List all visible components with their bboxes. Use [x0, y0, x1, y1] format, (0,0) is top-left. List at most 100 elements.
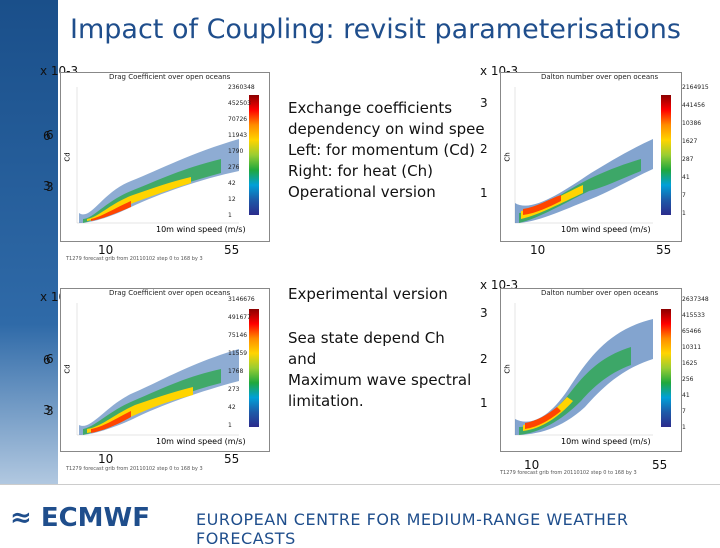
cbar-tick: 1627	[682, 138, 698, 145]
slide-sidebar-gradient	[0, 0, 58, 540]
ytick-3: 3	[480, 306, 488, 320]
cbar-tick: 1790	[228, 148, 244, 155]
ytick-6: 6	[43, 129, 51, 143]
cbar-tick: 1	[682, 210, 686, 217]
ytick-3-outer: 3	[46, 404, 54, 418]
ytick-1: 1	[480, 186, 488, 200]
cbar-tick: 12	[228, 196, 236, 203]
y-axis-label: Ch	[503, 152, 512, 162]
xtick-10: 10	[98, 243, 114, 257]
cbar-tick: 75146	[228, 332, 248, 339]
cbar-tick: 287	[682, 156, 694, 163]
cbar-tick: 1	[682, 424, 686, 431]
scatter-panel: Drag Coefficient over open oceans 6 3 10…	[43, 288, 270, 452]
cbar-tick: 1	[228, 212, 232, 219]
colorbar	[661, 95, 671, 215]
plot-title: Dalton number over open oceans	[541, 289, 659, 297]
cbar-tick: 11559	[228, 350, 248, 357]
ytick-3: 3	[480, 96, 488, 110]
wave-icon: ≈	[10, 503, 41, 533]
ytick-1: 1	[480, 396, 488, 410]
plot-caption: T1279 forecast grib from 20110102 step 0…	[500, 470, 637, 476]
cbar-tick: 1	[228, 422, 232, 429]
xtick-10: 10	[98, 452, 114, 466]
cbar-tick: 2637348	[682, 296, 709, 303]
x-axis-label: 10m wind speed (m/s)	[561, 225, 651, 234]
ecmwf-logo: ≈ ECMWF	[10, 503, 150, 533]
ytick-2: 2	[480, 142, 488, 156]
cbar-tick: 41	[682, 392, 690, 399]
cbar-tick: 441456	[682, 102, 705, 109]
y-axis-label: Cd	[63, 152, 72, 162]
y-axis-label: Cd	[63, 364, 72, 374]
cbar-tick: 10311	[682, 344, 702, 351]
colorbar	[661, 309, 671, 427]
cbar-tick: 2360348	[228, 84, 255, 91]
plot-title: Dalton number over open oceans	[541, 73, 659, 81]
exchange-text-block: Exchange coefficients dependency on wind…	[288, 98, 485, 203]
ytick-6-outer: 6	[46, 128, 54, 142]
scatter-panel: Drag Coefficient over open oceans 6 3 10…	[43, 72, 270, 242]
cbar-tick: 1625	[682, 360, 698, 367]
cbar-tick: 11943	[228, 132, 248, 139]
density-scatter	[514, 87, 653, 224]
text-line: Right: for heat (Ch)	[288, 162, 433, 180]
text-line: Left: for momentum (Cd)	[288, 141, 476, 159]
ytick-2: 2	[480, 352, 488, 366]
cbar-tick: 273	[228, 386, 240, 393]
cbar-tick: 42	[228, 404, 236, 411]
xtick-10: 10	[530, 243, 546, 257]
xtick-10: 10	[524, 458, 540, 472]
density-scatter	[76, 87, 239, 224]
cbar-tick: 42	[228, 180, 236, 187]
cbar-tick: 70726	[228, 116, 248, 123]
plot-caption: T1279 forecast grib from 20110102 step 0…	[66, 256, 203, 262]
cbar-tick: 7	[682, 192, 686, 199]
ytick-3: 3	[43, 403, 51, 417]
scatter-panel: Dalton number over open oceans 10m wind …	[500, 72, 682, 242]
cbar-tick: 491677	[228, 314, 251, 321]
cbar-tick: 7	[682, 408, 686, 415]
x-axis-label: 10m wind speed (m/s)	[561, 437, 651, 446]
cbar-tick: 10386	[682, 120, 702, 127]
plot-caption: T1279 forecast grib from 20110102 step 0…	[66, 466, 203, 472]
colorbar	[249, 309, 259, 427]
plot-title: Drag Coefficient over open oceans	[109, 73, 231, 81]
plot-title: Drag Coefficient over open oceans	[109, 289, 231, 297]
xtick-55: 55	[652, 458, 668, 472]
text-line: limitation.	[288, 392, 364, 410]
cbar-tick: 276	[228, 164, 240, 171]
x-axis-label: 10m wind speed (m/s)	[156, 225, 246, 234]
cbar-tick: 256	[682, 376, 694, 383]
experimental-label: Experimental version	[288, 285, 448, 303]
x-axis-label: 10m wind speed (m/s)	[156, 437, 246, 446]
footer-text: EUROPEAN CENTRE FOR MEDIUM-RANGE WEATHER…	[196, 510, 629, 548]
xtick-55: 55	[224, 452, 240, 466]
text-line: Exchange coefficients	[288, 99, 453, 117]
footer-bar	[0, 484, 720, 541]
ytick-3-outer: 3	[46, 180, 54, 194]
cbar-tick: 2164915	[682, 84, 709, 91]
text-line: Maximum wave spectral	[288, 371, 472, 389]
cbar-tick: 452503	[228, 100, 251, 107]
text-line: and	[288, 350, 317, 368]
text-line: Sea state depend Ch	[288, 329, 445, 347]
density-scatter	[76, 303, 239, 436]
sea-state-text-block: Sea state depend Ch and Maximum wave spe…	[288, 328, 471, 412]
cbar-tick: 1768	[228, 368, 244, 375]
cbar-tick: 415533	[682, 312, 705, 319]
colorbar	[249, 95, 259, 215]
ytick-3: 3	[43, 179, 51, 193]
slide-title: Impact of Coupling: revisit parameterisa…	[70, 14, 681, 45]
xtick-55: 55	[656, 243, 672, 257]
y-axis-label: Ch	[503, 364, 512, 374]
cbar-tick: 41	[682, 174, 690, 181]
ytick-6: 6	[43, 353, 51, 367]
density-scatter	[514, 303, 653, 436]
logo-text: ECMWF	[40, 503, 150, 533]
text-line: dependency on wind spee	[288, 120, 485, 138]
xtick-55: 55	[224, 243, 240, 257]
cbar-tick: 3146676	[228, 296, 255, 303]
cbar-tick: 65466	[682, 328, 702, 335]
ytick-6-outer: 6	[46, 352, 54, 366]
